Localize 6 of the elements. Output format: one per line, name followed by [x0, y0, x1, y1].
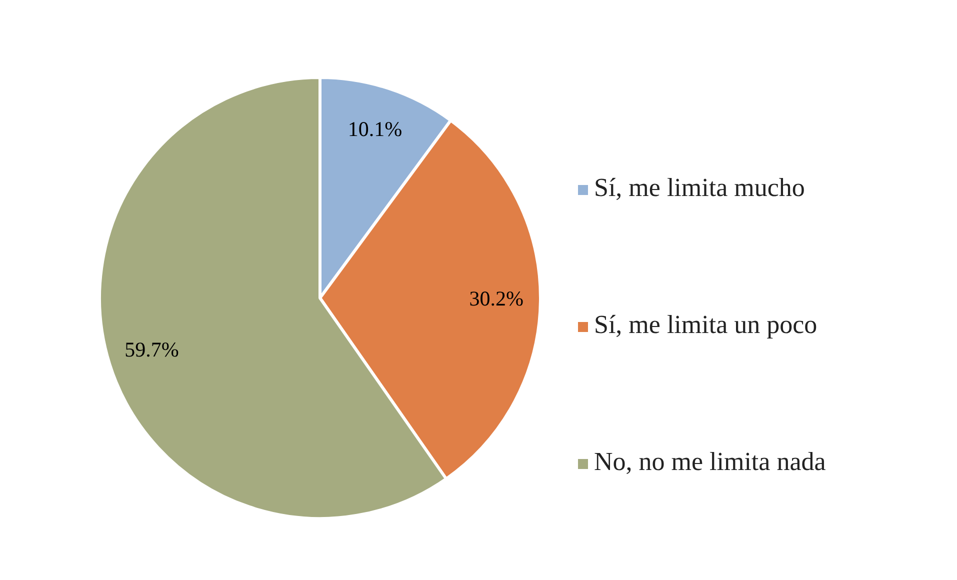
legend-label: No, no me limita nada	[594, 446, 826, 478]
data-label: 10.1%	[348, 116, 402, 141]
legend-label: Sí, me limita mucho	[594, 172, 805, 204]
legend-label: Sí, me limita un poco	[594, 308, 818, 341]
data-label: 30.2%	[469, 286, 524, 311]
data-label: 59.7%	[124, 337, 179, 362]
